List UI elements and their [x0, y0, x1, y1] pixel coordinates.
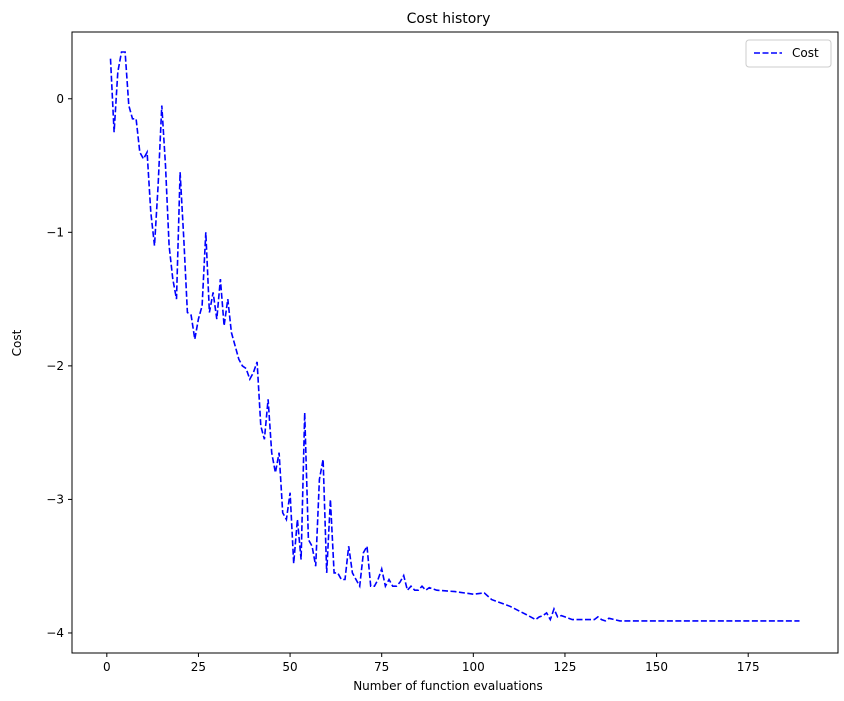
x-tick-label: 175 — [737, 660, 760, 674]
plot-area: 0 25 50 75 100 125 150 175 0 −1 −2 −3 −4 — [46, 31, 839, 674]
x-tick-label: 25 — [191, 660, 206, 674]
x-tick-label: 100 — [462, 660, 485, 674]
y-tick-label: −3 — [46, 492, 64, 506]
x-tick-label: 50 — [282, 660, 297, 674]
legend-box — [745, 39, 832, 68]
legend: Cost — [745, 39, 832, 68]
x-tick-label: 125 — [553, 660, 576, 674]
x-axis-ticks: 0 25 50 75 100 125 150 175 — [103, 653, 760, 674]
chart-title: Cost history — [407, 11, 491, 27]
y-tick-label: −1 — [46, 225, 64, 239]
x-axis-title: Number of function evaluations — [353, 679, 543, 693]
y-axis-ticks: 0 −1 −2 −3 −4 — [46, 92, 72, 640]
y-tick-label: −4 — [46, 626, 64, 640]
y-axis-title: Cost — [10, 329, 24, 356]
x-tick-label: 75 — [374, 660, 389, 674]
x-tick-label: 150 — [645, 660, 668, 674]
legend-label-cost: Cost — [792, 46, 819, 60]
axes-frame — [71, 31, 839, 654]
y-tick-label: 0 — [56, 92, 64, 106]
x-tick-label: 0 — [103, 660, 111, 674]
series-line-cost — [109, 51, 800, 622]
y-tick-label: −2 — [46, 359, 64, 373]
